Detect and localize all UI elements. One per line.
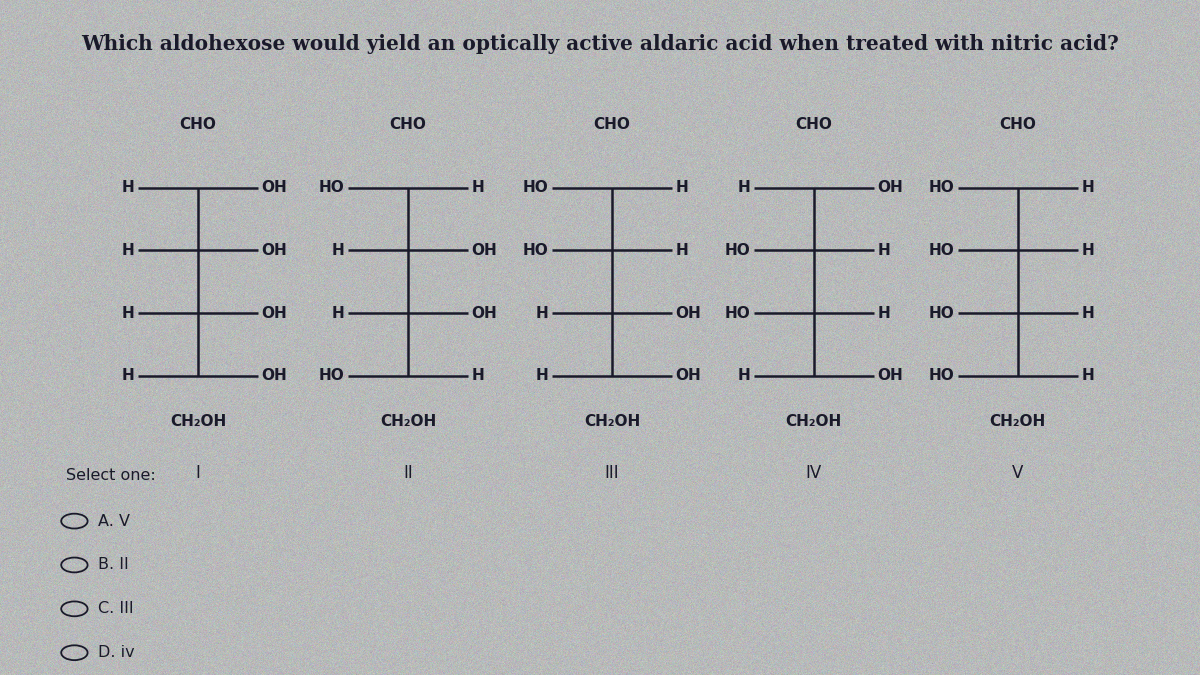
- Text: OH: OH: [676, 306, 701, 321]
- Text: H: H: [877, 306, 890, 321]
- Text: C. III: C. III: [98, 601, 134, 616]
- Text: H: H: [121, 369, 134, 383]
- Text: CH₂OH: CH₂OH: [380, 414, 436, 429]
- Text: H: H: [472, 369, 485, 383]
- Text: HO: HO: [725, 243, 750, 258]
- Text: OH: OH: [262, 243, 287, 258]
- Text: H: H: [331, 306, 344, 321]
- Text: H: H: [737, 369, 750, 383]
- Text: D. iv: D. iv: [98, 645, 136, 660]
- Text: OH: OH: [676, 369, 701, 383]
- Text: OH: OH: [877, 180, 902, 195]
- Text: Select one:: Select one:: [66, 468, 156, 483]
- Text: H: H: [676, 243, 689, 258]
- Text: H: H: [121, 306, 134, 321]
- Text: OH: OH: [472, 306, 497, 321]
- Text: OH: OH: [877, 369, 902, 383]
- Text: OH: OH: [262, 180, 287, 195]
- Text: CHO: CHO: [1000, 117, 1036, 132]
- Text: Which aldohexose would yield an optically active aldaric acid when treated with : Which aldohexose would yield an opticall…: [82, 34, 1118, 54]
- Text: CH₂OH: CH₂OH: [584, 414, 640, 429]
- Text: B. II: B. II: [98, 558, 130, 572]
- Text: H: H: [877, 243, 890, 258]
- Text: A. V: A. V: [98, 514, 131, 529]
- Text: CHO: CHO: [796, 117, 832, 132]
- Text: H: H: [535, 369, 548, 383]
- Text: I: I: [196, 464, 200, 481]
- Text: CH₂OH: CH₂OH: [786, 414, 841, 429]
- Text: III: III: [605, 464, 619, 481]
- Text: CHO: CHO: [180, 117, 216, 132]
- Text: II: II: [403, 464, 413, 481]
- Text: HO: HO: [319, 180, 344, 195]
- Text: IV: IV: [805, 464, 822, 481]
- Text: H: H: [676, 180, 689, 195]
- Text: HO: HO: [523, 243, 548, 258]
- Text: H: H: [1081, 369, 1094, 383]
- Text: H: H: [535, 306, 548, 321]
- Text: H: H: [1081, 306, 1094, 321]
- Text: HO: HO: [929, 306, 954, 321]
- Text: OH: OH: [262, 369, 287, 383]
- Text: V: V: [1012, 464, 1024, 481]
- Text: CHO: CHO: [594, 117, 630, 132]
- Text: HO: HO: [929, 180, 954, 195]
- Text: CH₂OH: CH₂OH: [170, 414, 226, 429]
- Text: HO: HO: [725, 306, 750, 321]
- Text: OH: OH: [472, 243, 497, 258]
- Text: H: H: [1081, 243, 1094, 258]
- Text: HO: HO: [929, 243, 954, 258]
- Text: HO: HO: [319, 369, 344, 383]
- Text: CH₂OH: CH₂OH: [990, 414, 1045, 429]
- Text: HO: HO: [523, 180, 548, 195]
- Text: H: H: [1081, 180, 1094, 195]
- Text: CHO: CHO: [390, 117, 426, 132]
- Text: H: H: [331, 243, 344, 258]
- Text: OH: OH: [262, 306, 287, 321]
- Text: HO: HO: [929, 369, 954, 383]
- Text: H: H: [121, 180, 134, 195]
- Text: H: H: [737, 180, 750, 195]
- Text: H: H: [121, 243, 134, 258]
- Text: H: H: [472, 180, 485, 195]
